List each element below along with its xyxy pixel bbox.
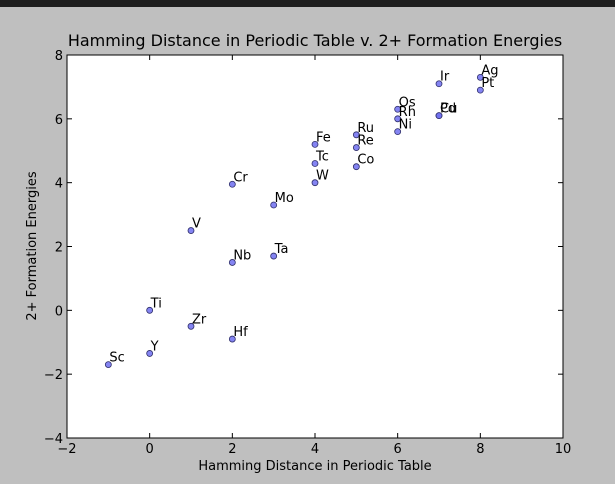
point-label-re: Re [357, 134, 373, 149]
x-tick-label: 4 [311, 442, 319, 457]
y-tick-label: 2 [55, 241, 63, 256]
data-point-nb [228, 259, 236, 266]
point-label-zr: Zr [192, 312, 207, 327]
point-label-ti: Ti [150, 296, 162, 311]
data-point-w [311, 179, 319, 187]
x-tick-label: −2 [57, 442, 76, 457]
point-label-ru: Ru [357, 121, 374, 136]
x-tick-label: 2 [228, 442, 236, 457]
x-tick-label: 8 [476, 442, 484, 457]
point-label-w: W [316, 169, 329, 184]
x-axis-title: Hamming Distance in Periodic Table [198, 459, 431, 474]
point-label-fe: Fe [316, 130, 331, 145]
data-point-rh [394, 115, 402, 123]
data-point-ni [394, 128, 402, 136]
point-label-ag: Ag [481, 63, 498, 78]
point-label-cu: Cu [440, 102, 457, 117]
data-point-sc [104, 361, 112, 368]
y-tick-label: 4 [55, 177, 63, 192]
data-point-ru [352, 131, 360, 139]
y-tick-label: −4 [44, 432, 63, 447]
plot-area [66, 54, 564, 439]
point-label-mo: Mo [275, 191, 294, 206]
y-tick-label: 8 [55, 49, 63, 64]
data-point-cr [228, 180, 236, 188]
data-point-ti [146, 306, 154, 314]
data-point-pt [476, 86, 484, 94]
point-label-hf: Hf [233, 325, 248, 340]
data-point-ir [435, 80, 443, 88]
x-tick-label: 6 [394, 442, 402, 457]
point-label-ni: Ni [399, 118, 412, 133]
point-label-os: Os [399, 95, 416, 110]
data-point-tc [311, 160, 319, 167]
point-label-pd: Pd [440, 102, 456, 117]
point-label-y: Y [150, 339, 159, 354]
point-label-ir: Ir [440, 70, 450, 85]
point-label-pt: Pt [481, 76, 494, 91]
data-point-hf [228, 335, 236, 343]
point-label-cr: Cr [233, 170, 248, 185]
x-tick-label: 0 [146, 442, 154, 457]
y-axis-title: 2+ Formation Energies [25, 171, 40, 320]
data-point-v [187, 227, 195, 234]
point-label-nb: Nb [233, 248, 251, 263]
data-point-y [146, 350, 154, 357]
y-tick-label: 0 [55, 304, 63, 319]
data-point-ag [476, 73, 484, 81]
data-point-os [394, 105, 402, 113]
y-tick-label: −2 [44, 368, 63, 383]
data-point-zr [187, 322, 195, 330]
point-label-v: V [192, 217, 201, 232]
y-tick-label: 6 [55, 113, 63, 128]
point-label-sc: Sc [109, 351, 124, 366]
data-point-fe [311, 140, 319, 148]
chart-title: Hamming Distance in Periodic Table v. 2+… [68, 31, 562, 50]
data-point-mo [270, 201, 278, 209]
data-point-cu [435, 112, 443, 120]
point-label-tc: Tc [315, 150, 329, 165]
data-points [104, 73, 484, 368]
window-top-bar [0, 0, 615, 7]
x-tick-label: 10 [555, 442, 572, 457]
data-point-re [352, 144, 360, 151]
data-point-co [352, 163, 360, 171]
point-label-co: Co [357, 153, 374, 168]
data-point-ta [270, 252, 278, 260]
point-label-rh: Rh [399, 105, 416, 120]
point-label-ta: Ta [274, 242, 289, 257]
